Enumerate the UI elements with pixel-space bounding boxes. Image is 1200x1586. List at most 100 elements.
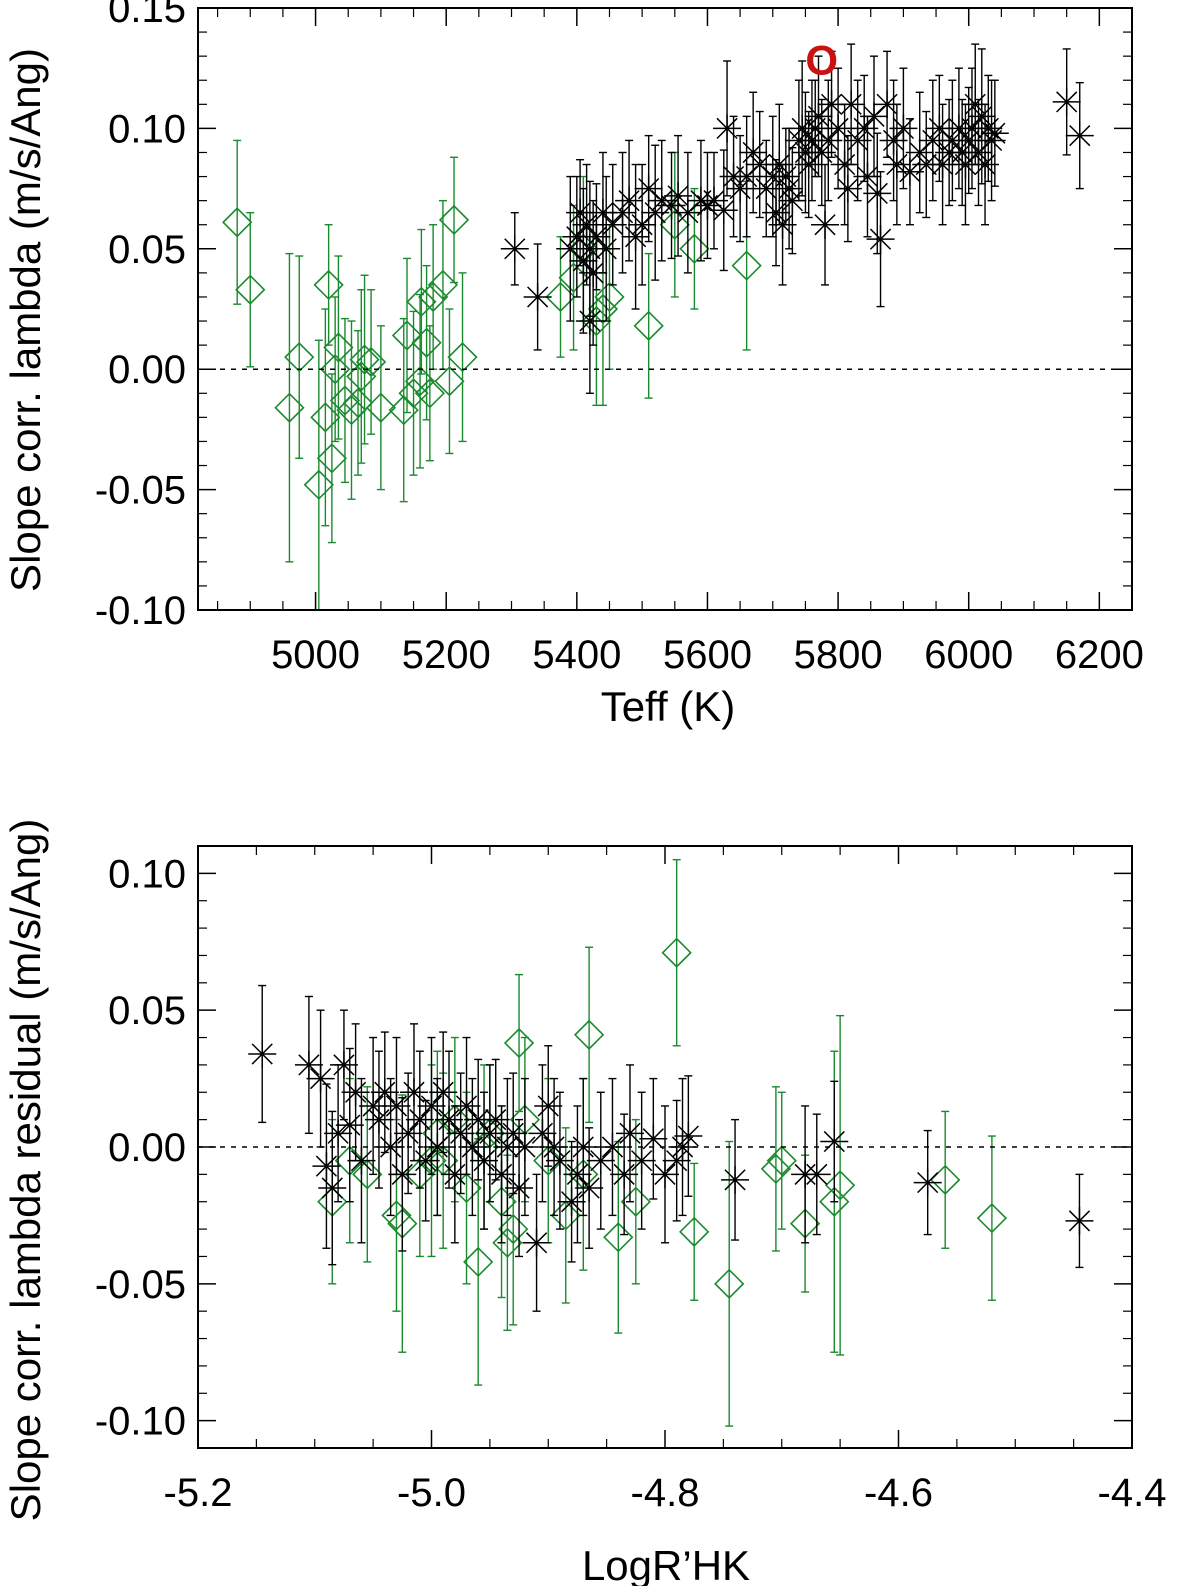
asterisk-point — [569, 187, 598, 334]
asterisk-marker — [588, 198, 617, 227]
asterisk-marker — [598, 210, 627, 239]
asterisk-marker — [918, 126, 947, 155]
x-tick-label: 5000 — [271, 633, 360, 677]
diamond-point — [976, 1135, 1008, 1301]
asterisk-marker — [563, 1160, 592, 1189]
asterisk-point — [833, 134, 862, 243]
asterisk-marker — [435, 1105, 464, 1134]
asterisk-point — [429, 1031, 458, 1154]
asterisk-point — [752, 139, 781, 238]
asterisk-marker — [873, 90, 902, 119]
asterisk-point — [853, 115, 882, 238]
y-tick-label: 0.10 — [108, 852, 186, 896]
diamond-marker — [414, 378, 445, 409]
asterisk-point — [820, 1080, 849, 1203]
asterisk-marker — [639, 1124, 668, 1153]
asterisk-point — [505, 1118, 534, 1258]
asterisk-point — [394, 1072, 423, 1195]
asterisk-point — [843, 79, 872, 202]
asterisk-marker — [499, 1119, 528, 1148]
asterisk-marker — [651, 1160, 679, 1189]
asterisk-point — [510, 1077, 539, 1217]
diamond-marker — [316, 443, 348, 474]
diamond-point — [659, 151, 690, 298]
diamond-marker — [438, 204, 470, 236]
asterisk-marker — [446, 1119, 475, 1148]
asterisk-marker — [905, 138, 934, 167]
asterisk-marker — [647, 186, 676, 215]
panel-teff: 5000 5200 5400 5600 5800 6000 6200 -0.10 -0.05 0… — [2, 0, 1144, 730]
asterisk-point — [417, 1036, 446, 1176]
asterisk-marker — [582, 222, 611, 251]
asterisk-point — [905, 91, 934, 214]
diamond-point — [303, 339, 334, 610]
asterisk-marker — [775, 174, 804, 203]
asterisk-point — [376, 1077, 405, 1217]
asterisk-point — [713, 60, 742, 197]
asterisk-point — [817, 50, 846, 158]
diamond-point — [766, 1091, 797, 1230]
asterisk-marker — [248, 1039, 277, 1068]
asterisk-marker — [726, 174, 755, 203]
asterisk-point — [889, 67, 918, 190]
bottom-y-axis-title: Slope corr. lambda residual (m/s/Ang) — [2, 819, 49, 1522]
asterisk-marker — [528, 1119, 557, 1148]
asterisk-marker — [752, 174, 781, 203]
diamond-point — [438, 156, 470, 284]
asterisk-marker — [615, 186, 644, 215]
asterisk-point — [598, 163, 627, 286]
asterisk-marker — [804, 102, 833, 131]
asterisk-marker — [522, 1228, 551, 1257]
asterisk-point — [732, 115, 761, 238]
top-ticks — [198, 7, 1132, 611]
diamond-point — [661, 858, 692, 1047]
diamond-marker — [679, 233, 710, 264]
asterisk-point — [487, 1105, 516, 1244]
asterisk-marker — [951, 150, 980, 179]
asterisk-point — [312, 1083, 341, 1249]
asterisk-marker — [673, 198, 702, 227]
asterisk-marker — [948, 138, 977, 167]
asterisk-point — [918, 79, 947, 202]
asterisk-marker — [545, 1146, 574, 1175]
x-tick-label: 5800 — [794, 633, 883, 677]
diamond-point — [714, 1140, 745, 1427]
diamond-marker — [352, 1159, 383, 1190]
asterisk-marker — [324, 1119, 353, 1148]
asterisk-point — [647, 139, 676, 262]
asterisk-marker — [664, 181, 693, 210]
asterisk-point — [470, 1091, 499, 1230]
x-tick-label: -5.0 — [397, 1471, 466, 1515]
x-tick-label: -5.2 — [164, 1471, 233, 1515]
asterisk-marker — [889, 114, 918, 143]
asterisk-marker — [579, 258, 608, 287]
asterisk-marker — [359, 1091, 388, 1120]
asterisk-marker — [954, 126, 983, 155]
diamond-marker — [329, 385, 361, 416]
asterisk-marker — [830, 150, 859, 179]
asterisk-point — [778, 146, 807, 255]
asterisk-marker — [693, 191, 722, 220]
asterisk-point — [925, 74, 954, 183]
bottom-ticks — [197, 845, 1133, 1448]
asterisk-marker — [791, 138, 820, 167]
asterisk-point — [563, 1105, 592, 1244]
asterisk-marker — [811, 210, 840, 239]
asterisk-marker — [347, 1146, 376, 1175]
asterisk-marker — [376, 1133, 405, 1161]
diamond-point — [503, 973, 535, 1113]
diamond-marker — [498, 1213, 529, 1245]
asterisk-marker — [964, 138, 993, 167]
diamond-point — [679, 1162, 710, 1301]
diamond-marker — [222, 207, 253, 238]
diamond-marker — [824, 1170, 856, 1201]
asterisk-marker — [312, 1152, 341, 1181]
diamond-marker — [603, 1222, 634, 1253]
diamond-marker — [633, 310, 664, 341]
diamond-marker — [427, 269, 459, 301]
diamond-marker — [550, 1200, 581, 1231]
asterisk-marker — [709, 196, 738, 225]
asterisk-point — [938, 79, 967, 202]
y-tick-label: 0.05 — [108, 228, 186, 272]
asterisk-point — [634, 134, 663, 243]
